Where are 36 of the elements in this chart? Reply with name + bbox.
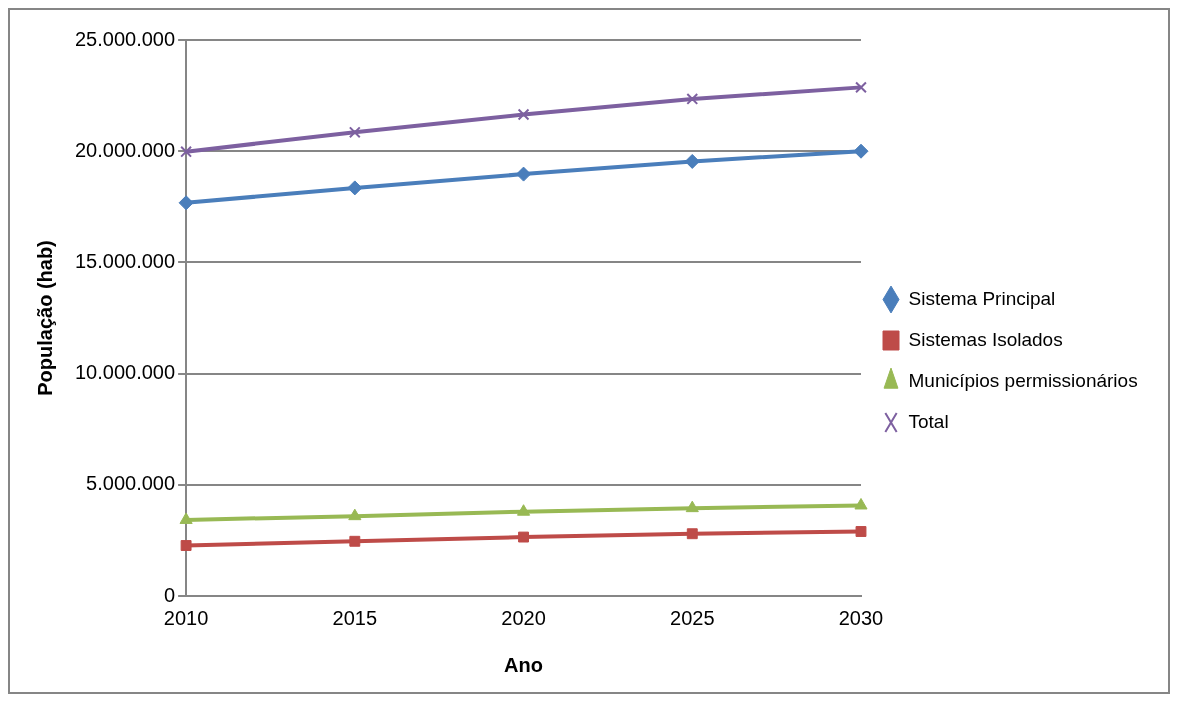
legend-label: Sistemas Isolados <box>908 328 1063 350</box>
x-tick-label: 2010 <box>163 606 209 629</box>
legend-label: Total <box>908 410 949 432</box>
point <box>684 153 700 169</box>
point <box>855 526 867 537</box>
point <box>686 528 698 540</box>
y-tick-label: 15.000.000 <box>74 249 176 272</box>
point <box>349 535 361 547</box>
x-tick-label: 2030 <box>838 606 884 629</box>
point <box>854 497 868 510</box>
x-tick-label: 2020 <box>501 606 546 629</box>
y-tick-label: 10.000.000 <box>74 361 176 384</box>
point <box>516 504 531 516</box>
point <box>517 108 530 121</box>
y-tick-label: 0 <box>163 583 176 606</box>
legend-label: Sistema Principal <box>908 287 1056 309</box>
x-tick-label: 2025 <box>670 606 715 629</box>
point <box>347 180 363 196</box>
y-tick-label: 5.000.000 <box>86 472 176 495</box>
point <box>516 166 532 182</box>
x-tick-label: 2015 <box>332 606 378 629</box>
point <box>855 81 867 94</box>
point <box>348 126 361 139</box>
legend-label: Municípios permissionários <box>908 369 1138 391</box>
x-axis-title: Ano <box>504 653 543 676</box>
point <box>686 92 699 105</box>
y-tick-label: 25.000.000 <box>74 27 176 50</box>
point <box>853 143 869 159</box>
point <box>518 531 529 543</box>
y-tick-label: 20.000.000 <box>74 138 176 161</box>
point <box>348 508 362 521</box>
point <box>178 195 194 211</box>
point <box>685 500 699 513</box>
point <box>179 512 193 524</box>
point <box>180 540 192 551</box>
y-axis-title: População (hab) <box>33 240 56 396</box>
